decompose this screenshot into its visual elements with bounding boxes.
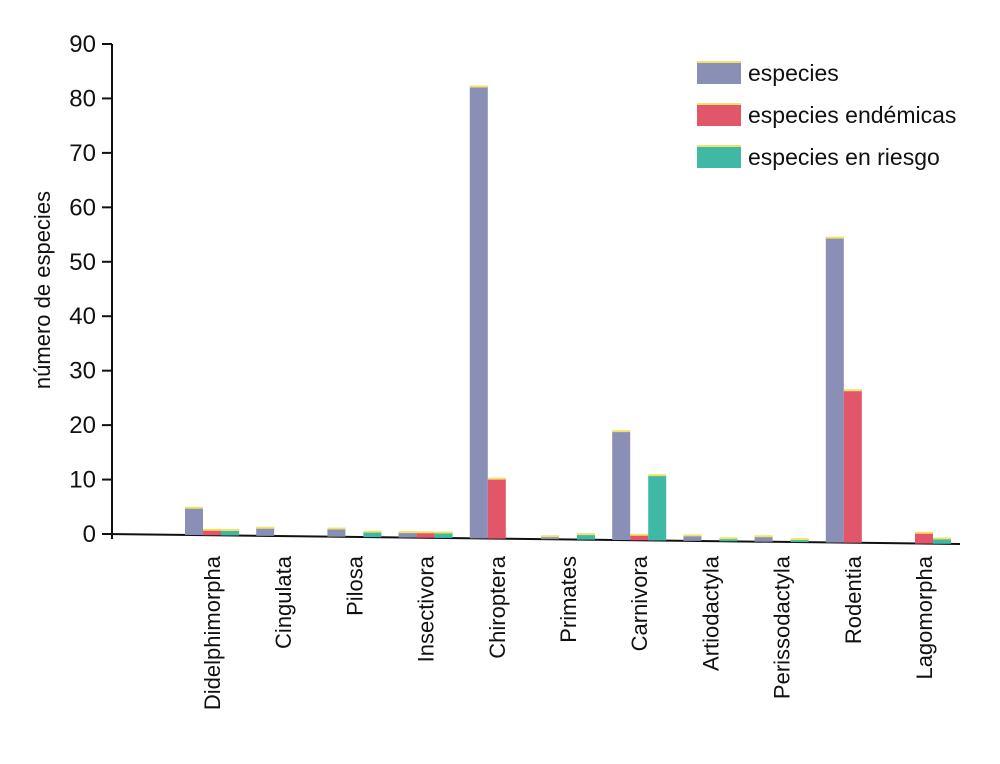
bars [185, 85, 951, 544]
bar-pilosa-series-2 [363, 531, 382, 538]
y-tick-label: 30 [69, 358, 96, 385]
bar-pilosa-series-0 [327, 528, 346, 537]
bar-cingulata-series-0 [256, 527, 275, 536]
x-category-label: Carnivora [627, 555, 652, 651]
bar-lagomorpha-series-2 [933, 538, 951, 544]
bar-rodentia-series-0 [825, 237, 844, 543]
x-category-label: Primates [556, 556, 581, 643]
x-category-label: Lagomorpha [912, 555, 937, 679]
legend: especies especies endémicas especies en ri… [697, 60, 956, 170]
legend-swatch [697, 62, 741, 84]
bar-insectivora-series-1 [416, 532, 435, 538]
legend-label: especies en riesgo [748, 144, 940, 170]
y-tick-label: 50 [69, 249, 96, 276]
y-tick-label: 20 [69, 412, 96, 439]
bar-carnivora-series-0 [612, 431, 631, 541]
bar-carnivora-series-1 [630, 534, 649, 541]
x-category-label: Artiodactyla [698, 555, 723, 671]
x-category-label: Perissodactyla [770, 555, 795, 699]
bar-carnivora-series-2 [648, 475, 667, 541]
bar-artiodactyla-series-0 [683, 535, 702, 541]
legend-swatch [697, 104, 741, 126]
x-category-label: Chiroptera [485, 555, 510, 658]
x-axis [105, 533, 961, 545]
y-tick-label: 0 [83, 521, 96, 548]
x-category-label: Rodentia [841, 555, 866, 644]
bar-didelphimorpha-series-1 [203, 529, 221, 536]
bar-insectivora-series-0 [398, 532, 417, 538]
y-tick-label: 40 [69, 303, 96, 330]
bar-lagomorpha-series-1 [915, 532, 933, 544]
x-category-label: Cingulata [271, 555, 296, 649]
bar-rodentia-series-1 [843, 390, 862, 543]
y-axis-title: número de especies [30, 191, 55, 389]
bar-insectivora-series-2 [434, 532, 453, 538]
bar-didelphimorpha-series-2 [221, 530, 239, 536]
x-category-label: Didelphimorpha [200, 555, 225, 710]
bar-perissodactyla-series-0 [754, 536, 773, 542]
bar-primates-series-0 [541, 536, 559, 540]
legend-swatch [697, 146, 741, 168]
y-tick-label: 90 [69, 31, 96, 58]
y-tick-label: 80 [69, 85, 96, 112]
bar-didelphimorpha-series-0 [185, 507, 203, 536]
bar-chiroptera-series-1 [487, 478, 506, 539]
bar-perissodactyla-series-2 [790, 539, 809, 543]
y-axis: 0 10 20 30 40 50 60 70 80 90 [69, 31, 113, 548]
y-tick-label: 10 [69, 467, 96, 494]
category-labels: Didelphimorpha Cingulata Pilosa Insectivora… [200, 555, 937, 710]
bar-chiroptera-series-0 [469, 86, 488, 539]
bar-primates-series-2 [577, 534, 595, 540]
y-tick-label: 70 [69, 140, 96, 167]
bar-artiodactyla-series-2 [719, 538, 738, 542]
x-axis-line [105, 533, 961, 545]
y-tick-label: 60 [69, 194, 96, 221]
legend-label: especies [748, 60, 839, 86]
legend-label: especies endémicas [748, 102, 956, 128]
x-category-label: Pilosa [342, 555, 367, 616]
x-category-label: Insectivora [414, 555, 439, 662]
